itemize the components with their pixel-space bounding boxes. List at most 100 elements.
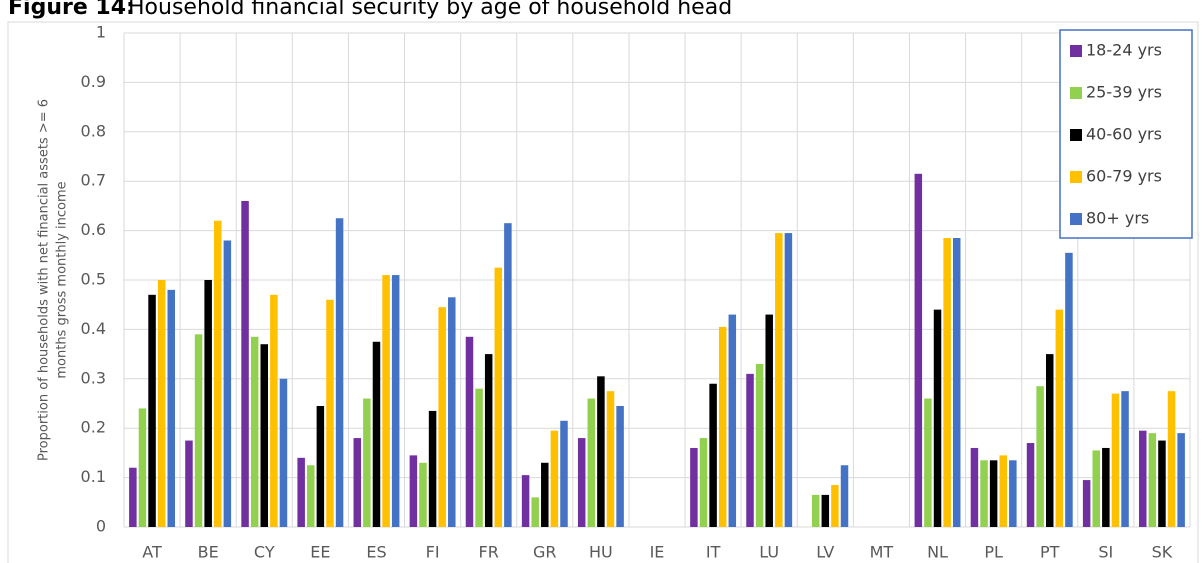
bar (1102, 447, 1110, 527)
legend-swatch (1070, 213, 1082, 225)
bar (943, 238, 951, 527)
bar (1082, 480, 1091, 527)
bar (297, 457, 305, 527)
chart-title-label: Figure 14: (8, 0, 135, 20)
bar (690, 447, 698, 527)
bar (746, 373, 754, 527)
bar (129, 467, 137, 527)
y-tick-label: 0.4 (81, 319, 106, 338)
bar (307, 465, 315, 527)
bar (531, 497, 539, 527)
bar (185, 440, 193, 527)
chart-title: Household financial security by age of h… (128, 0, 732, 20)
bar (755, 363, 764, 527)
bar (504, 223, 512, 527)
y-tick-label: 0.6 (81, 220, 106, 239)
x-tick-label: IT (706, 543, 721, 562)
bar (952, 238, 961, 527)
bar (167, 289, 176, 527)
chart-border (7, 21, 1199, 563)
bar (1121, 391, 1129, 527)
bar (560, 420, 568, 527)
y-tick-label: 0.8 (81, 121, 106, 140)
x-tick-label: SI (1098, 543, 1113, 562)
bar (831, 485, 839, 527)
bar (494, 267, 503, 527)
x-tick-label: CY (254, 543, 275, 562)
bar (1167, 391, 1176, 527)
legend-label: 60-79 yrs (1086, 167, 1162, 186)
bar (1092, 450, 1100, 527)
legend-swatch (1070, 87, 1082, 99)
bar (989, 460, 998, 527)
bar (391, 275, 400, 527)
x-tick-label: NL (927, 543, 948, 562)
bar (933, 309, 942, 527)
bar (587, 398, 596, 527)
bar (1138, 430, 1147, 527)
bar (709, 383, 717, 527)
bar (409, 455, 418, 527)
bar (811, 494, 820, 527)
bar (484, 354, 493, 527)
bar (914, 173, 923, 528)
y-tick-label: 0.7 (81, 171, 106, 190)
legend-swatch (1070, 45, 1082, 57)
y-tick-label: 0.5 (81, 270, 106, 289)
bar (372, 341, 381, 527)
bar (214, 220, 222, 527)
bar (765, 314, 773, 527)
x-tick-label: EE (310, 543, 330, 562)
bar (784, 233, 793, 527)
bar (241, 200, 249, 527)
legend-label: 80+ yrs (1086, 209, 1149, 228)
bar (718, 326, 727, 527)
bar (606, 391, 615, 527)
bar (138, 408, 147, 527)
bar (1055, 309, 1064, 527)
bar (1045, 354, 1054, 527)
bar (335, 218, 344, 527)
bar (924, 398, 932, 527)
y-tick-label: 0.9 (81, 72, 106, 91)
y-tick-label: 1 (96, 23, 106, 42)
bar (250, 336, 259, 527)
x-tick-label: MT (870, 543, 894, 562)
bar (728, 314, 737, 527)
bar (1026, 443, 1035, 527)
bar (438, 307, 446, 527)
x-tick-label: ES (366, 543, 386, 562)
legend-label: 18-24 yrs (1086, 41, 1162, 60)
bar (475, 388, 483, 527)
x-tick-label: LV (816, 543, 834, 562)
legend-swatch (1070, 129, 1082, 141)
bar (1111, 393, 1120, 527)
x-tick-label: FR (479, 543, 499, 562)
y-tick-label: 0.3 (81, 368, 106, 387)
legend-label: 40-60 yrs (1086, 125, 1162, 144)
bar (1177, 433, 1185, 527)
x-tick-label: FI (426, 543, 440, 562)
bar (1009, 460, 1017, 527)
x-tick-label: HU (589, 543, 613, 562)
bar (326, 299, 334, 527)
bar (382, 275, 390, 527)
x-tick-label: IE (650, 543, 665, 562)
bar (999, 455, 1007, 527)
bar (521, 475, 530, 527)
bar (316, 405, 325, 527)
bar (970, 447, 979, 527)
x-tick-label: BE (198, 543, 219, 562)
bar (363, 398, 371, 527)
bar (1148, 433, 1157, 527)
bar (223, 240, 232, 528)
legend-label: 25-39 yrs (1086, 83, 1162, 102)
bar (1036, 386, 1044, 527)
bar (597, 376, 605, 527)
y-axis-label: Proportion of households with net financ… (37, 99, 52, 461)
bar (465, 336, 474, 527)
bar (616, 405, 624, 527)
bar (157, 280, 166, 527)
bar (428, 410, 437, 527)
